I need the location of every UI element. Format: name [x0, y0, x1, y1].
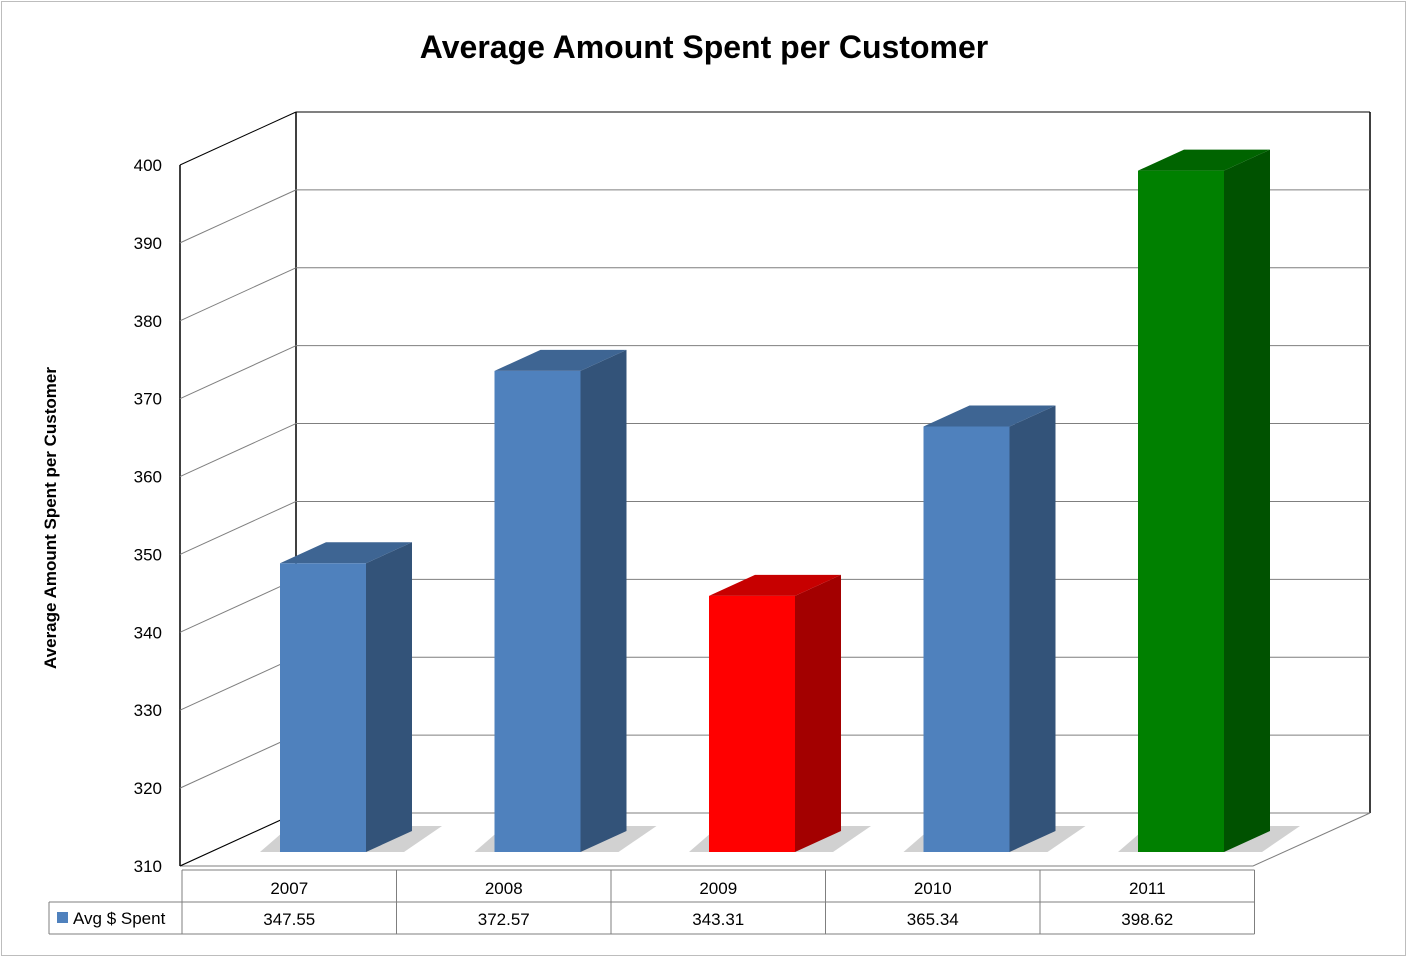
y-tick-labels: 310 320 330 340 350 360 370 380 390 400 — [134, 156, 162, 876]
x-tick-label: 2009 — [699, 879, 737, 898]
gridline-side — [179, 656, 297, 711]
bar-front — [494, 370, 581, 852]
gridline-side — [179, 500, 297, 555]
bar-top — [1138, 149, 1270, 171]
gridline-side — [179, 423, 297, 478]
data-label: 398.62 — [1121, 910, 1173, 929]
data-label: 347.55 — [263, 910, 315, 929]
bar-top — [923, 405, 1056, 427]
y-tick-label: 320 — [134, 779, 162, 798]
legend-label: Avg $ Spent — [73, 909, 166, 928]
bar-side — [1224, 149, 1270, 853]
legend-swatch — [57, 912, 68, 923]
y-tick-label: 400 — [134, 156, 162, 175]
bar-top — [494, 349, 627, 371]
bar — [474, 349, 657, 852]
bar — [1118, 149, 1300, 853]
y-tick-label: 310 — [134, 857, 162, 876]
bars — [260, 149, 1300, 853]
y-tick-label: 340 — [134, 623, 162, 642]
y-axis-label: Average Amount Spent per Customer — [41, 367, 60, 669]
bar — [260, 542, 442, 852]
x-tick-label: 2007 — [270, 879, 308, 898]
gridline-side — [179, 111, 297, 166]
bar-side — [1009, 405, 1056, 852]
x-tick-label: 2011 — [1129, 879, 1166, 898]
y-tick-label: 330 — [134, 701, 162, 720]
bar-front — [1138, 170, 1224, 853]
gridline-side — [179, 345, 297, 400]
x-tick-label: 2010 — [914, 879, 952, 898]
bar-top — [709, 574, 841, 596]
gridline-side — [179, 189, 297, 244]
data-table: 2007 347.55 2008 372.57 2009 343.31 2010 365.34… — [48, 869, 1255, 935]
data-label: 365.34 — [907, 910, 959, 929]
bar-top — [280, 542, 412, 564]
chart-title: Average Amount Spent per Customer — [420, 29, 988, 65]
bar — [903, 405, 1086, 852]
x-tick-label: 2008 — [485, 879, 523, 898]
y-tick-label: 380 — [134, 312, 162, 331]
data-label: 343.31 — [692, 910, 744, 929]
y-tick-label: 360 — [134, 468, 162, 487]
gridline-side — [179, 734, 297, 789]
data-label: 372.57 — [478, 910, 530, 929]
y-tick-label: 350 — [134, 545, 162, 564]
bar-side — [580, 349, 627, 852]
gridline-side — [179, 267, 297, 322]
bar — [689, 574, 871, 852]
bar-front — [923, 426, 1010, 852]
bar-side — [795, 574, 841, 852]
bar-front — [280, 563, 366, 852]
y-tick-label: 370 — [134, 390, 162, 409]
bar-side — [366, 542, 412, 852]
gridline-side — [179, 812, 297, 867]
y-tick-label: 390 — [134, 234, 162, 253]
bar-front — [709, 595, 795, 852]
gridline-side — [179, 578, 297, 633]
